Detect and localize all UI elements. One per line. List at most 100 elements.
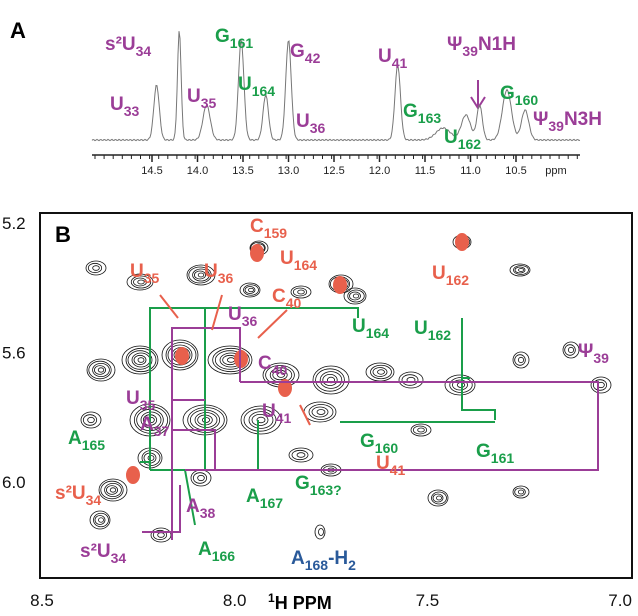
contour [198,475,205,480]
contour [323,374,337,385]
label-text: C [250,216,264,237]
contour [568,347,573,352]
x-tick-label: 14.0 [187,165,208,177]
y-tick-label: 5.2 [2,214,26,233]
subscript: 163 [418,110,442,126]
subscript: 37 [154,423,170,439]
assignment-line [150,308,358,470]
peak-label: G161 [215,26,253,51]
contour [312,407,328,417]
peak-label: s²U34 [105,34,151,59]
label-text: C [258,353,272,374]
contour [158,533,165,538]
peak-label: C40 [258,353,288,378]
x-tick-label: 11.0 [460,165,481,177]
label-text: N1H [478,34,516,55]
label-text: U [296,111,310,132]
panel-letter: B [55,222,71,247]
peak-label: U162 [432,263,469,288]
label-text: G [360,431,375,452]
subscript: 34 [136,43,152,59]
subscript: 162 [428,327,452,343]
subscript: 36 [310,120,326,136]
contour [227,358,234,363]
x-tick-label: 7.0 [608,591,632,610]
contour [353,294,359,298]
peak-label: C159 [250,216,287,241]
peak-label: G160 [500,83,538,108]
subscript: 161 [491,450,515,466]
subscript: 39 [548,118,564,134]
peak-dot [250,244,264,262]
peak-label: U162 [444,127,481,152]
label-text: A [198,539,212,560]
contour [298,290,305,294]
contour [313,366,349,394]
label-text: A [140,414,154,435]
label-text: U [228,304,242,325]
subscript: 40 [286,295,302,311]
peak-dot [126,466,140,484]
contour [110,488,116,492]
contour [317,410,325,415]
peak-label: Ψ39N1H [447,34,516,59]
label-text: U [130,261,144,282]
axis-unit: ppm [545,165,566,177]
subscript: 160 [515,92,539,108]
subscript: 161 [230,35,254,51]
assignment-line [462,318,495,420]
label-text: G [290,41,305,62]
subscript: 42 [305,50,321,66]
subscript: 159 [264,225,288,241]
subscript: 162 [446,272,470,288]
subscript: 165 [82,437,106,453]
label-text: U [262,401,276,422]
peak-label: U36 [296,111,326,136]
x-tick-label: 12.5 [323,165,344,177]
contour [518,490,523,494]
peak-dot [175,347,189,365]
subscript: 35 [201,95,217,111]
x-tick-label: 14.5 [141,165,162,177]
subscript: 35 [140,397,156,413]
peak-label: G163? [295,473,342,498]
peak-dot [333,276,347,294]
subscript: 164 [366,325,390,341]
label-text: U [187,86,201,107]
label-text: G [295,473,310,494]
peak-label: s²U34 [55,483,101,508]
peak-label: U35 [187,86,217,111]
peak-label: A38 [186,496,216,521]
contour [138,358,144,363]
label-text: Ψ [578,341,593,362]
contour [378,370,385,375]
contour [88,417,95,422]
x-tick-label: 7.5 [416,591,440,610]
assignment-line [172,430,215,470]
peak-label: Ψ39N3H [533,109,602,134]
label-text: s²U [55,483,86,504]
subscript: 36 [242,313,258,329]
assignment-line [142,485,180,532]
subscript: 39 [462,43,478,59]
x-tick-label: 11.5 [415,165,436,177]
label-text: U [280,248,294,269]
contour [519,269,524,272]
contour [99,518,104,523]
panel-letter: A [10,18,26,43]
peak-label: A165 [68,428,105,453]
peak-label: U35 [130,261,160,286]
label-text: G [215,26,230,47]
peak-label: A168-H2 [291,548,356,573]
x-tick-label: 13.0 [278,165,299,177]
label-text: G [476,441,491,462]
peak-label: G163 [403,101,441,126]
label-text: U [444,127,458,148]
subscript: 38 [200,505,216,521]
contour [437,496,442,500]
page: {"panel_a":{"letter":"A","ticks":["14.5"… [0,0,638,611]
contour [518,357,523,362]
figure: A B 14.514.013.513.012.512.011.511.010.5… [0,0,638,611]
label-text: U [414,318,428,339]
label-text: s²U [80,541,111,562]
